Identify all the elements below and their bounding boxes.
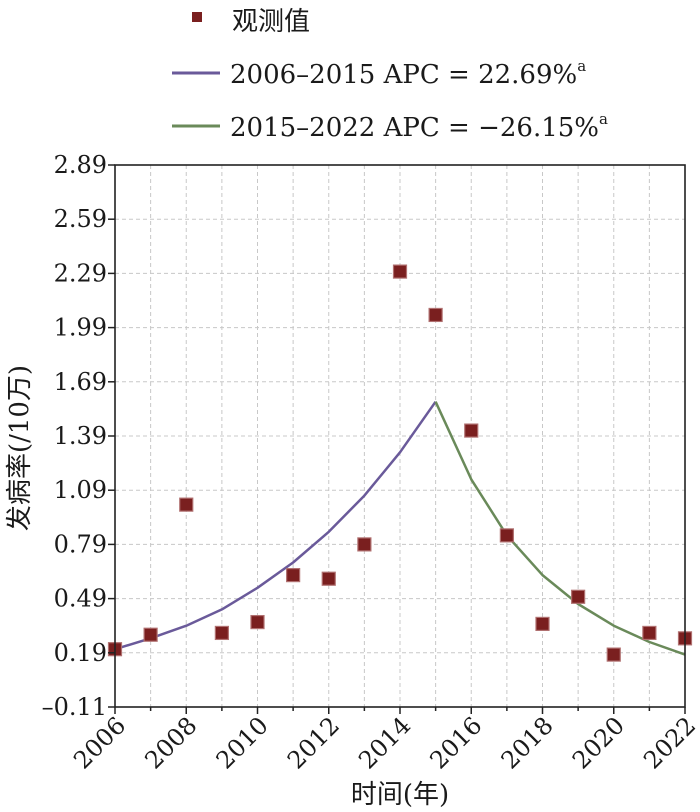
y-tick-label: 2.29 [54,259,107,287]
x-tick-label: 2008 [140,711,203,774]
legend-label-series-2-sup: a [599,110,608,128]
observed-point [642,625,657,641]
legend-label-observed: 观测值 [232,7,310,37]
observed-point [535,616,550,631]
legend-label-series-2: 2015–2022 APC = −26.15%a [230,110,608,143]
observed-point [464,423,479,438]
y-tick-label: 0.79 [54,530,107,558]
series-line-2 [434,401,686,656]
legend-label-series-2-text: 2015–2022 APC = −26.15% [230,113,599,143]
legend-label-series-1-text: 2006–2015 APC = 22.69% [230,60,577,90]
observed-point [357,537,372,552]
x-axis-label: 时间(年) [351,780,449,810]
y-tick-label: 1.09 [54,476,107,504]
gridlines [115,164,685,707]
x-tick-label: 2018 [496,711,559,774]
x-axis-ticks: 2006 2008 2010 2012 2014 2016 2018 2020 2022 [68,707,700,774]
x-tick-label: 2016 [425,711,488,774]
x-tick-label: 2012 [282,711,345,774]
x-tick-label: 2020 [567,711,630,774]
y-tick-label: 1.69 [54,368,107,396]
y-axis-label: 发病率(/10万) [5,365,35,531]
y-tick-label: –0.11 [42,693,107,721]
y-tick-label: 0.49 [54,585,107,613]
x-tick-label: 2014 [353,711,416,774]
legend-label-series-1-sup: a [577,57,586,75]
legend: 观测值 2006–2015 APC = 22.69%a 2015–2022 AP… [172,7,608,143]
observed-point [286,568,301,583]
x-tick-label: 2010 [211,711,274,774]
observed-point [179,497,194,512]
observed-point [392,264,408,279]
observed-point [214,625,229,641]
observed-point [606,647,621,662]
observed-point [321,571,336,586]
observed-point [143,627,158,642]
legend-marker-observed [192,12,202,22]
y-tick-label: 2.89 [54,151,107,179]
legend-label-series-1: 2006–2015 APC = 22.69%a [230,57,586,90]
y-tick-label: 0.19 [54,639,107,667]
y-tick-label: 1.39 [54,422,107,450]
y-tick-label: 2.59 [54,205,107,233]
y-axis-ticks: –0.11 0.19 0.49 0.79 1.09 1.39 1.69 1.99 2.29 2.5… [42,151,115,721]
x-tick-label: 2022 [638,711,700,774]
observed-point [250,614,265,630]
y-tick-label: 1.99 [54,314,107,342]
series-line-1 [114,400,437,651]
observed-point [499,528,514,543]
observed-point [428,307,443,323]
observed-point [571,589,586,604]
